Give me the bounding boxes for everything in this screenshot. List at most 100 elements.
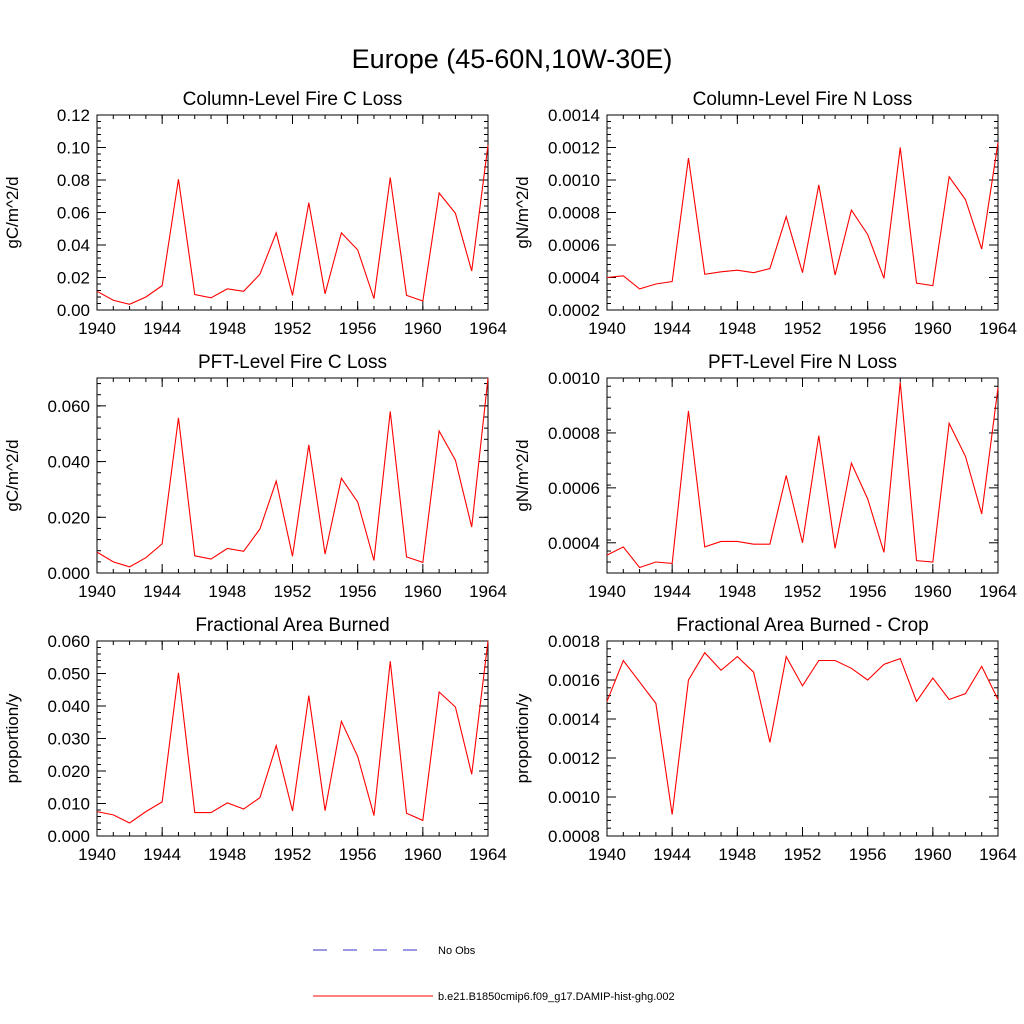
- x-tick-label: 1960: [914, 582, 952, 601]
- x-tick-label: 1940: [588, 582, 626, 601]
- legend-label-1: No Obs: [438, 945, 476, 957]
- y-tick-label: 0.0004: [548, 269, 600, 288]
- series-line-1: [96, 640, 489, 824]
- x-tick-label: 1964: [979, 319, 1017, 338]
- chart-panel-2: 1940 1944 1948 1952 1956 1960 1964 0.0002 0.0004…: [513, 89, 1017, 338]
- x-tick-label: 1944: [653, 845, 691, 864]
- legend-label-2: b.e21.B1850cmip6.f09_g17.DAMIP-hist-ghg.…: [438, 991, 675, 1003]
- chart-panel-6: 1940 1944 1948 1952 1956 1960 1964 0.0008 0.0010…: [513, 615, 1017, 864]
- y-tick-label: 0.06: [57, 204, 90, 223]
- x-tick-label: 1952: [784, 845, 822, 864]
- y-tick-label: 0.02: [57, 269, 90, 288]
- y-tick-label: 0.0002: [548, 301, 600, 320]
- y-tick-label: 0.12: [57, 106, 90, 125]
- y-axis-label: gN/m^2/d: [513, 439, 532, 511]
- x-tick-label: 1964: [979, 845, 1017, 864]
- x-tick-label: 1948: [718, 319, 756, 338]
- panel-title: Column-Level Fire N Loss: [693, 89, 913, 110]
- x-tick-label: 1964: [469, 845, 507, 864]
- y-tick-label: 0.040: [47, 453, 90, 472]
- y-tick-label: 0.04: [57, 236, 90, 255]
- y-tick-label: 0.060: [47, 397, 90, 416]
- y-tick-label: 0.050: [47, 665, 90, 684]
- y-tick-label: 0.0012: [548, 139, 600, 158]
- y-tick-label: 0.0010: [548, 369, 600, 388]
- x-tick-label: 1956: [339, 582, 377, 601]
- x-tick-label: 1960: [914, 319, 952, 338]
- x-tick-label: 1940: [78, 319, 116, 338]
- y-tick-label: 0.0018: [548, 632, 600, 651]
- panel-title: Fractional Area Burned: [195, 615, 389, 636]
- x-tick-label: 1964: [469, 319, 507, 338]
- x-tick-label: 1944: [653, 582, 691, 601]
- x-tick-label: 1960: [914, 845, 952, 864]
- x-tick-label: 1960: [404, 845, 442, 864]
- plot-frame: [96, 377, 489, 574]
- x-tick-label: 1944: [143, 582, 181, 601]
- y-tick-label: 0.0006: [548, 236, 600, 255]
- x-tick-label: 1952: [784, 582, 822, 601]
- plot-frame: [606, 377, 999, 574]
- x-tick-label: 1948: [718, 582, 756, 601]
- x-tick-label: 1944: [653, 319, 691, 338]
- series-line-1: [96, 144, 489, 305]
- y-tick-label: 0.000: [47, 827, 90, 846]
- y-tick-label: 0.0008: [548, 424, 600, 443]
- x-tick-label: 1956: [849, 582, 887, 601]
- y-tick-label: 0.030: [47, 730, 90, 749]
- x-tick-label: 1960: [404, 582, 442, 601]
- x-tick-label: 1948: [208, 845, 246, 864]
- figure-title: Europe (45-60N,10W-30E): [352, 44, 673, 74]
- x-tick-label: 1944: [143, 845, 181, 864]
- panel-title: Fractional Area Burned - Crop: [676, 615, 928, 636]
- chart-panel-1: 1940 1944 1948 1952 1956 1960 1964 0.00 0.02 0.04…: [3, 89, 507, 338]
- y-tick-label: 0.10: [57, 139, 90, 158]
- x-tick-label: 1952: [274, 582, 312, 601]
- x-tick-label: 1940: [588, 319, 626, 338]
- x-tick-label: 1940: [78, 582, 116, 601]
- plot-frame: [606, 114, 999, 311]
- x-tick-label: 1964: [469, 582, 507, 601]
- y-tick-label: 0.060: [47, 632, 90, 651]
- y-tick-label: 0.00: [57, 301, 90, 320]
- series-line-1: [606, 382, 999, 569]
- y-axis-label: gC/m^2/d: [3, 439, 22, 511]
- x-tick-label: 1964: [979, 582, 1017, 601]
- x-tick-label: 1948: [208, 319, 246, 338]
- y-tick-label: 0.010: [47, 795, 90, 814]
- series-line-1: [606, 651, 999, 815]
- plot-frame: [96, 640, 489, 837]
- x-tick-label: 1956: [849, 319, 887, 338]
- y-axis-label: proportion/y: [513, 693, 532, 783]
- x-tick-label: 1956: [339, 845, 377, 864]
- panel-title: Column-Level Fire C Loss: [183, 89, 403, 110]
- x-tick-label: 1952: [274, 319, 312, 338]
- y-tick-label: 0.0008: [548, 204, 600, 223]
- y-tick-label: 0.08: [57, 171, 90, 190]
- y-tick-label: 0.0004: [548, 534, 600, 553]
- y-tick-label: 0.0010: [548, 171, 600, 190]
- y-tick-label: 0.0006: [548, 479, 600, 498]
- x-tick-label: 1956: [339, 319, 377, 338]
- panel-title: PFT-Level Fire C Loss: [198, 352, 387, 373]
- x-tick-label: 1960: [404, 319, 442, 338]
- x-tick-label: 1948: [718, 845, 756, 864]
- y-tick-label: 0.020: [47, 508, 90, 527]
- panels-group: 1940 1944 1948 1952 1956 1960 1964 0.00 0.02 0.04…: [3, 89, 1017, 864]
- panel-title: PFT-Level Fire N Loss: [708, 352, 897, 373]
- y-tick-label: 0.0014: [548, 106, 600, 125]
- plot-frame: [96, 114, 489, 311]
- x-tick-label: 1952: [274, 845, 312, 864]
- chart-panel-3: 1940 1944 1948 1952 1956 1960 1964 0.000 0.020 0.…: [3, 352, 507, 601]
- x-tick-label: 1940: [78, 845, 116, 864]
- legend: No Obs b.e21.B1850cmip6.f09_g17.DAMIP-his…: [313, 945, 675, 1003]
- y-tick-label: 0.000: [47, 564, 90, 583]
- x-tick-label: 1944: [143, 319, 181, 338]
- chart-panel-4: 1940 1944 1948 1952 1956 1960 1964 0.0004 0.0006…: [513, 352, 1017, 601]
- chart-panel-5: 1940 1944 1948 1952 1956 1960 1964 0.000 0.010 0.…: [3, 615, 507, 864]
- y-tick-label: 0.0016: [548, 671, 600, 690]
- y-tick-label: 0.0014: [548, 710, 600, 729]
- series-line-1: [606, 142, 999, 290]
- x-tick-label: 1940: [588, 845, 626, 864]
